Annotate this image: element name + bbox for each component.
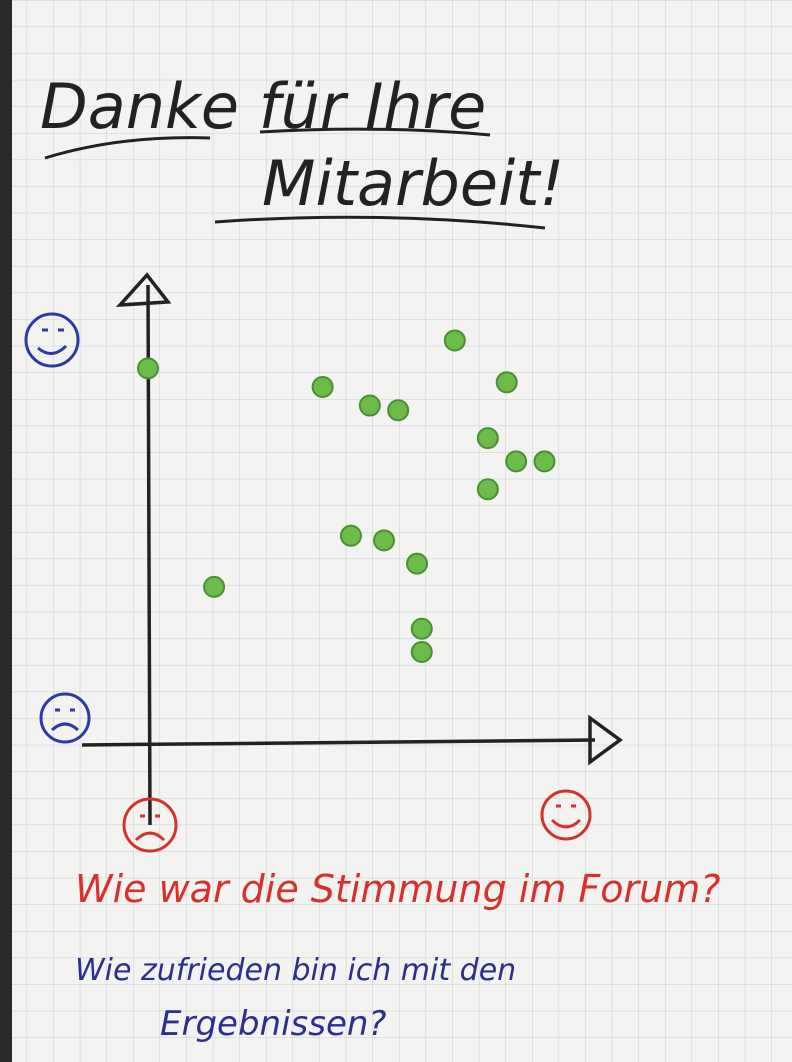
underline [44,127,546,230]
dot [495,371,518,394]
dot [387,399,410,422]
dot [358,394,381,417]
dot [203,575,226,598]
dot [410,641,433,663]
dot [505,450,528,473]
dot [476,478,499,501]
dot [339,524,362,547]
question: Wie zufrieden bin ich mit den [75,953,516,988]
title-line: Mitarbeit! [262,147,564,220]
dot [311,375,334,398]
dot [373,529,395,552]
dot [406,552,429,575]
dot [410,617,433,640]
dot [443,329,466,352]
dot [137,357,159,380]
dot [476,427,499,450]
smileys [24,312,592,853]
question: Wie war die Stimmung im Forum? [75,867,720,911]
paper-grid [12,0,792,1062]
question: Ergebnissen? [160,1004,386,1044]
dot [533,450,556,473]
